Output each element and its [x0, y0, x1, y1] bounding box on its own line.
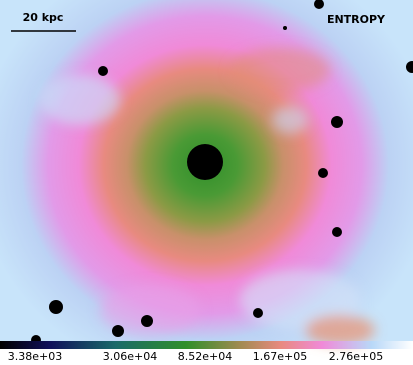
- colorbar-tick-label: 1.67e+05: [253, 350, 307, 363]
- colorbar-tick-label: 3.06e+04: [103, 350, 157, 363]
- masked-sources: [31, 0, 413, 345]
- colorbar-tick-label: 8.52e+04: [178, 350, 232, 363]
- colorbar-tick-label: 2.76e+05: [329, 350, 383, 363]
- map-structure: [40, 48, 375, 345]
- colorbar: [0, 341, 413, 349]
- colorbar-ticks: 3.38e+03 3.06e+04 8.52e+04 1.67e+05 2.76e+05: [8, 350, 383, 363]
- map-label: ENTROPY: [327, 13, 386, 26]
- scale-bar-label: 20 kpc: [23, 11, 64, 24]
- colorbar-tick-label: 3.38e+03: [8, 350, 62, 363]
